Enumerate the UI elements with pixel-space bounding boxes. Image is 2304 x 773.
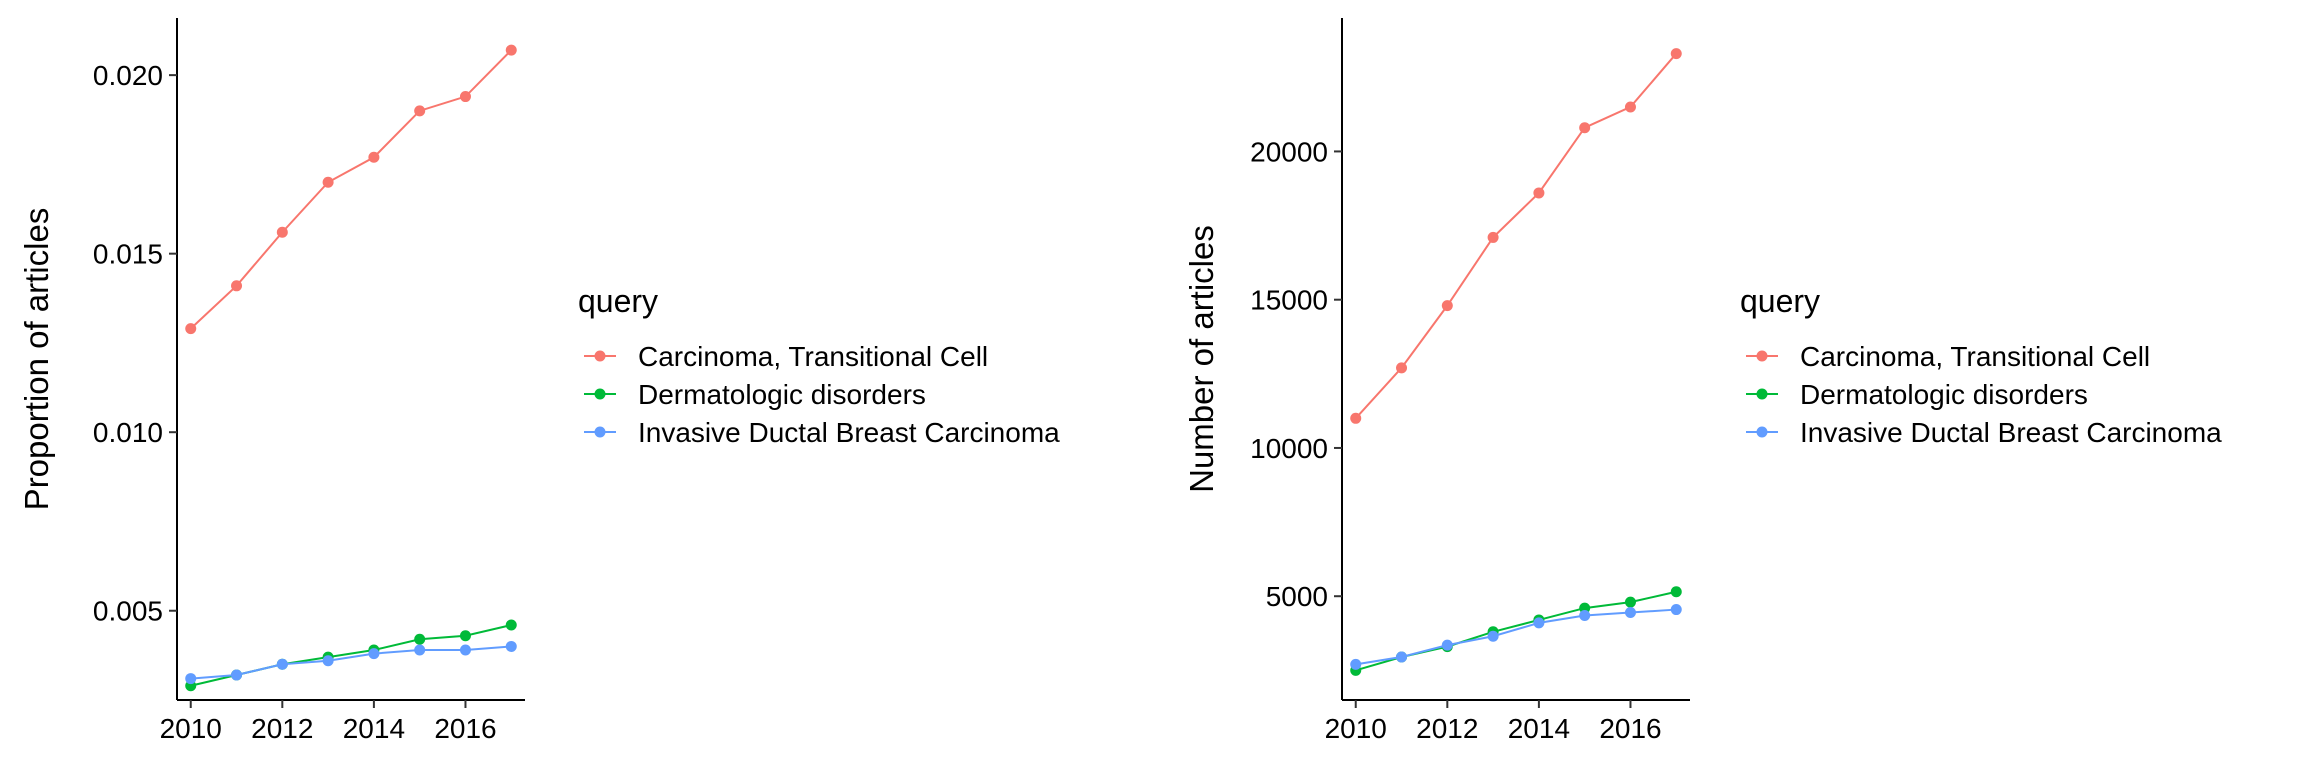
data-point <box>322 176 334 188</box>
data-point <box>1533 187 1545 199</box>
legend-entry-label: Dermatologic disorders <box>638 379 926 410</box>
x-tick-label: 2010 <box>1325 713 1387 744</box>
data-point <box>1670 586 1682 598</box>
data-point <box>1670 604 1682 616</box>
data-point <box>1670 48 1682 60</box>
data-point <box>1624 607 1636 619</box>
data-point <box>1441 639 1453 651</box>
y-tick-label: 0.020 <box>93 60 163 91</box>
data-point <box>414 105 426 117</box>
data-point <box>1441 300 1453 312</box>
data-point <box>1350 658 1362 670</box>
series-line-1 <box>190 49 512 330</box>
y-tick-label: 10000 <box>1250 433 1328 464</box>
data-point <box>505 640 517 652</box>
data-point <box>231 669 243 681</box>
data-point <box>185 673 197 685</box>
legend: query Carcinoma, Transitional Cell Dermato… <box>578 283 1060 448</box>
data-point <box>1624 596 1636 608</box>
data-point <box>368 648 380 660</box>
data-point <box>1396 362 1408 374</box>
y-tick-label: 15000 <box>1250 285 1328 316</box>
legend-title: query <box>578 283 658 319</box>
data-point <box>1350 412 1362 424</box>
x-tick-label: 2010 <box>160 713 222 744</box>
data-point <box>414 633 426 645</box>
data-point <box>1396 651 1408 663</box>
data-point <box>322 655 334 667</box>
y-tick-label: 0.015 <box>93 239 163 270</box>
legend-key-point <box>594 426 606 438</box>
legend-entry-label: Invasive Ductal Breast Carcinoma <box>638 417 1060 448</box>
x-tick-label: 2016 <box>434 713 496 744</box>
series-line-1 <box>1354 52 1678 419</box>
chart-panel-2: 5000 10000 15000 20000 2010 2012 2014 2016 Numbe… <box>1183 18 2222 744</box>
x-tick-label: 2014 <box>1508 713 1570 744</box>
legend-key-point <box>1756 350 1768 362</box>
legend-key-point <box>1756 388 1768 400</box>
data-point <box>1487 630 1499 642</box>
legend-entry-label: Carcinoma, Transitional Cell <box>1800 341 2150 372</box>
data-point <box>459 630 471 642</box>
data-point <box>459 91 471 103</box>
legend-entry-label: Carcinoma, Transitional Cell <box>638 341 988 372</box>
y-axis-title: Number of articles <box>1183 225 1220 493</box>
data-point <box>459 644 471 656</box>
data-point <box>414 644 426 656</box>
data-point <box>1579 122 1591 134</box>
series-line-3 <box>190 645 512 680</box>
data-point <box>1533 617 1545 629</box>
y-tick-label: 20000 <box>1250 136 1328 167</box>
x-tick-label: 2016 <box>1599 713 1661 744</box>
legend-entry-label: Dermatologic disorders <box>1800 379 2088 410</box>
y-tick-label: 0.010 <box>93 417 163 448</box>
y-tick-label: 5000 <box>1266 581 1328 612</box>
legend-key-point <box>594 388 606 400</box>
legend-entry-label: Invasive Ductal Breast Carcinoma <box>1800 417 2222 448</box>
legend-key-point <box>1756 426 1768 438</box>
data-point <box>231 280 243 292</box>
y-axis-title: Proportion of articles <box>18 208 55 511</box>
legend: query Carcinoma, Transitional Cell Dermato… <box>1740 283 2222 448</box>
data-point <box>185 323 197 335</box>
data-point <box>505 44 517 56</box>
x-tick-label: 2012 <box>251 713 313 744</box>
data-point <box>1487 231 1499 243</box>
y-tick-label: 0.005 <box>93 596 163 627</box>
data-point <box>505 619 517 631</box>
legend-title: query <box>1740 283 1820 319</box>
data-point <box>1579 609 1591 621</box>
chart-panel-1: 0.005 0.010 0.015 0.020 2010 2012 2014 2016 Prop… <box>18 18 1060 744</box>
x-tick-label: 2014 <box>343 713 405 744</box>
series-line-3 <box>1355 608 1677 666</box>
data-point <box>276 226 288 238</box>
legend-key-point <box>594 350 606 362</box>
data-point <box>368 151 380 163</box>
x-tick-label: 2012 <box>1416 713 1478 744</box>
data-point <box>276 658 288 670</box>
data-point <box>1624 101 1636 113</box>
